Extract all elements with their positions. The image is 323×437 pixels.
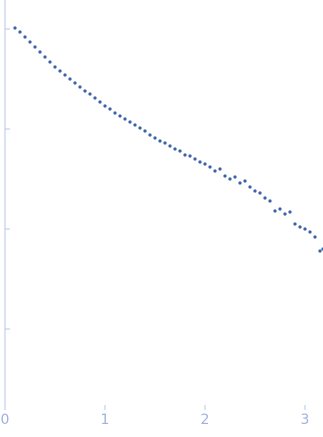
point — [268, 199, 272, 203]
point — [98, 100, 102, 104]
point — [133, 123, 137, 127]
point — [113, 111, 117, 115]
point — [68, 77, 72, 81]
point — [143, 129, 147, 133]
point — [108, 107, 112, 111]
point — [38, 50, 42, 54]
point — [188, 154, 192, 158]
point — [33, 45, 37, 49]
point — [28, 40, 32, 44]
point — [223, 174, 227, 178]
point — [298, 225, 302, 229]
point — [123, 117, 127, 121]
point — [138, 126, 142, 130]
point — [303, 227, 307, 231]
point — [198, 160, 202, 164]
point — [128, 120, 132, 124]
point — [13, 26, 17, 30]
point — [313, 235, 317, 239]
point — [293, 222, 297, 226]
point — [88, 92, 92, 96]
point — [23, 35, 27, 39]
point — [63, 73, 67, 77]
point — [163, 141, 167, 145]
point — [243, 179, 247, 183]
point — [318, 249, 322, 253]
point — [228, 177, 232, 181]
point — [93, 96, 97, 100]
point — [53, 65, 57, 69]
point — [43, 55, 47, 59]
x-tick-label: 2 — [201, 412, 210, 428]
point — [308, 230, 312, 234]
point — [78, 85, 82, 89]
point — [193, 157, 197, 161]
point — [103, 104, 107, 108]
x-tick-label: 0 — [1, 412, 10, 428]
point — [118, 114, 122, 118]
point — [173, 147, 177, 151]
point — [83, 89, 87, 93]
point — [248, 185, 252, 189]
point — [208, 165, 212, 169]
point — [18, 30, 22, 34]
point — [183, 153, 187, 157]
point — [168, 144, 172, 148]
x-tick-label: 1 — [101, 412, 110, 428]
point — [233, 175, 237, 179]
point — [58, 69, 62, 73]
point — [278, 207, 282, 211]
point — [258, 191, 262, 195]
point — [148, 133, 152, 137]
x-tick-label: 3 — [301, 412, 310, 428]
point — [283, 212, 287, 216]
point — [218, 167, 222, 171]
point — [48, 60, 52, 64]
point — [213, 169, 217, 173]
point — [178, 149, 182, 153]
point — [263, 196, 267, 200]
point — [288, 210, 292, 214]
point — [153, 136, 157, 140]
point — [73, 81, 77, 85]
point — [273, 209, 277, 213]
point — [203, 162, 207, 166]
point — [253, 189, 257, 193]
point — [238, 181, 242, 185]
point — [158, 139, 162, 143]
